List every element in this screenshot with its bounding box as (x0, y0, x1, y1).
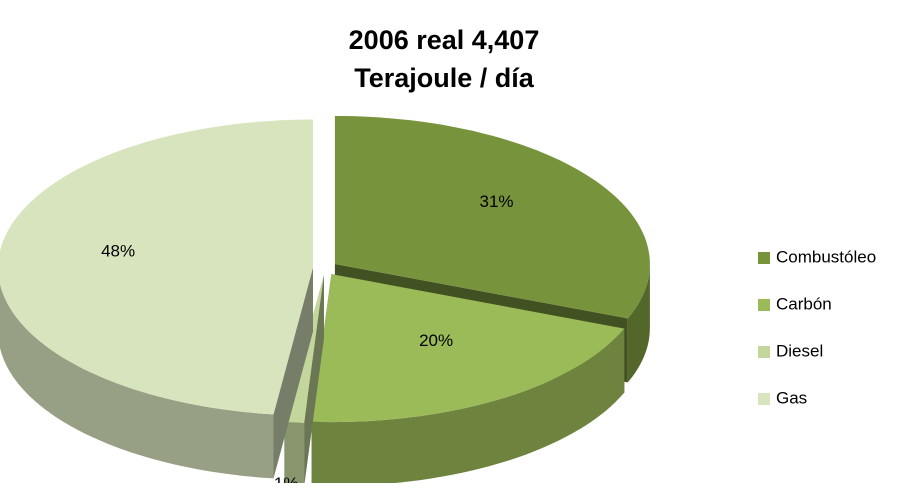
slice (0, 119, 313, 479)
legend-swatch (758, 299, 770, 311)
data-label: 20% (419, 331, 453, 350)
slice-wall (284, 422, 305, 487)
chart-title: 2006 real 4,407 (349, 25, 540, 55)
legend-label: Combustóleo (776, 247, 876, 266)
slice-wall (627, 264, 650, 383)
legend-swatch (758, 346, 770, 358)
legend-swatch (758, 393, 770, 405)
slice-top (311, 274, 625, 423)
data-label: 31% (479, 192, 513, 211)
slice-wall (0, 283, 274, 479)
legend-swatch (758, 252, 770, 264)
slice-side (273, 267, 313, 479)
slice (311, 274, 625, 487)
data-label: 1% (274, 474, 299, 483)
slice-top (0, 119, 313, 415)
legend-label: Carbón (776, 294, 832, 313)
chart-title: Terajoule / día (354, 63, 535, 93)
data-label: 48% (101, 241, 135, 260)
legend-label: Diesel (776, 341, 823, 360)
legend-label: Gas (776, 388, 807, 407)
slice-wall (311, 328, 625, 487)
slice-top (334, 116, 650, 319)
